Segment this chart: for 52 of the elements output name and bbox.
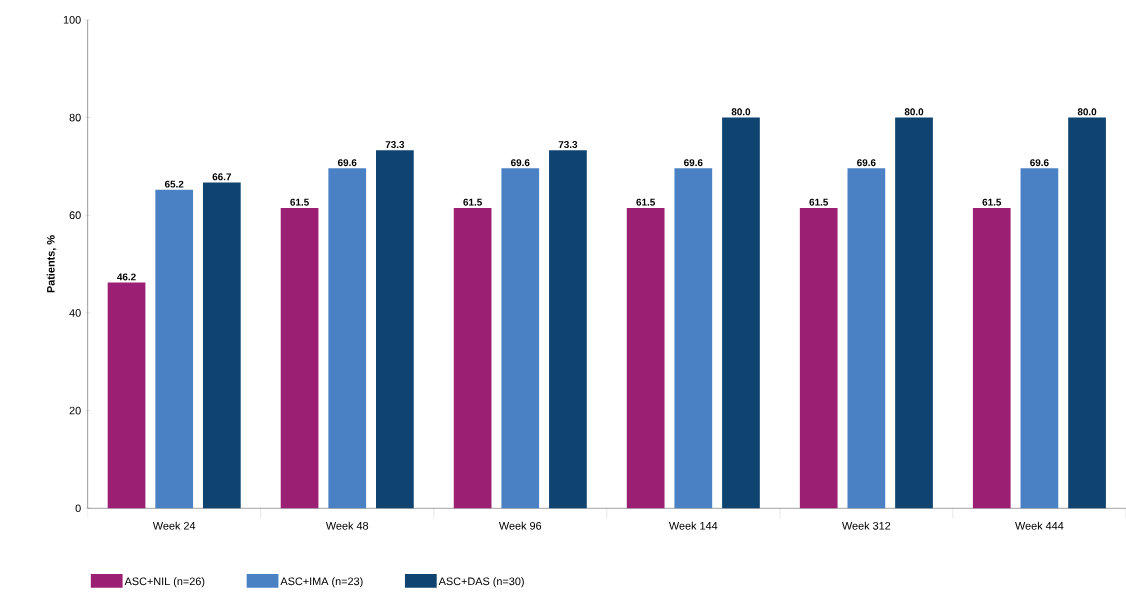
data-label: 66.7 — [212, 173, 232, 181]
data-label: 69.6 — [684, 158, 703, 166]
y-tick-label: 20 — [69, 406, 81, 415]
data-label: 61.5 — [636, 198, 656, 206]
bar — [155, 189, 194, 509]
data-label: 80.0 — [731, 108, 751, 116]
bar — [549, 150, 587, 509]
bar — [107, 282, 146, 509]
legend-label: ASC+DAS (n=30) — [438, 576, 524, 588]
data-label: 46.2 — [117, 273, 136, 281]
data-label: 61.5 — [463, 198, 482, 206]
data-label: 69.6 — [1030, 158, 1049, 166]
x-tick-label: Week 312 — [842, 521, 891, 530]
bar — [1068, 117, 1106, 509]
bar — [453, 207, 492, 509]
y-axis-title: Patients, % — [46, 235, 57, 293]
x-tick-label: Week 24 — [152, 521, 196, 530]
data-label: 80.0 — [1077, 108, 1097, 116]
bar — [280, 207, 319, 509]
legend-label: ASC+NIL (n=26) — [124, 576, 205, 588]
bar — [501, 168, 540, 509]
data-label: 61.5 — [982, 198, 1002, 206]
data-label: 61.5 — [809, 198, 829, 206]
x-tick-label: Week 96 — [498, 521, 542, 530]
bar — [202, 182, 241, 509]
bar — [674, 168, 713, 509]
bar — [376, 150, 414, 509]
data-label: 61.5 — [290, 198, 309, 206]
data-label: 69.6 — [511, 158, 530, 166]
data-label: 73.3 — [385, 140, 405, 148]
y-tick-label: 0 — [75, 504, 81, 512]
bar — [328, 168, 367, 509]
bar — [722, 117, 760, 509]
bar — [1020, 168, 1059, 509]
bar — [895, 117, 933, 509]
y-tick-label: 60 — [69, 211, 81, 219]
x-tick-label: Week 444 — [1015, 521, 1064, 530]
data-label: 80.0 — [904, 108, 924, 116]
bar — [799, 207, 838, 509]
data-label: 73.3 — [558, 140, 578, 148]
data-label: 69.6 — [337, 158, 357, 166]
bar — [847, 168, 886, 509]
data-label: 65.2 — [164, 180, 184, 188]
bar — [626, 207, 665, 509]
x-tick-label: Week 48 — [325, 521, 369, 530]
x-tick-label: Week 144 — [668, 521, 718, 530]
y-tick-label: 100 — [63, 15, 81, 24]
bar — [972, 207, 1011, 509]
y-tick-label: 80 — [69, 113, 81, 122]
y-tick-label: 40 — [69, 308, 81, 317]
data-label: 69.6 — [857, 158, 876, 166]
legend-label: ASC+IMA (n=23) — [280, 576, 363, 588]
